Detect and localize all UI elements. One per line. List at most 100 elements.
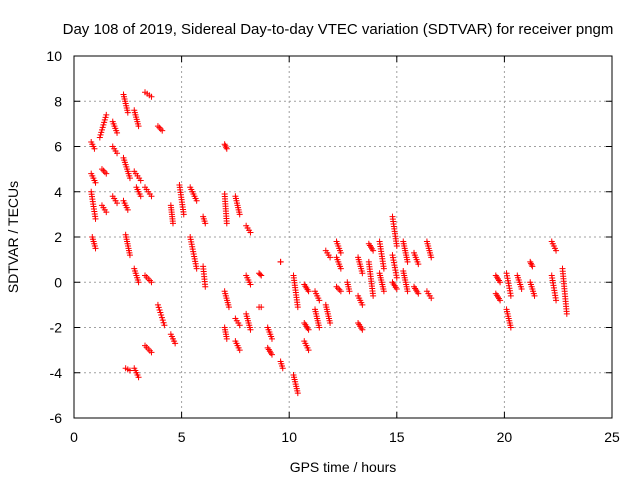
data-point xyxy=(158,314,165,321)
x-tick-label: 5 xyxy=(178,429,186,445)
data-point xyxy=(337,288,344,295)
data-point xyxy=(223,145,230,152)
y-axis-label: SDTVAR / TECUs xyxy=(5,181,21,293)
data-point xyxy=(99,124,106,131)
data-point xyxy=(316,324,323,331)
data-point xyxy=(415,261,422,268)
x-tick-label: 25 xyxy=(604,429,620,445)
data-point xyxy=(154,301,161,308)
data-point xyxy=(159,127,166,134)
data-point xyxy=(180,211,187,218)
data-point xyxy=(518,286,525,293)
data-point xyxy=(236,211,243,218)
data-point xyxy=(327,319,334,326)
data-point xyxy=(268,335,275,342)
data-point xyxy=(160,319,167,326)
data-point xyxy=(98,126,105,133)
data-point xyxy=(531,292,538,299)
data-point xyxy=(258,304,265,311)
data-point xyxy=(126,175,133,182)
data-point xyxy=(135,279,142,286)
data-point xyxy=(316,297,323,304)
data-point xyxy=(148,349,155,356)
chart-title: Day 108 of 2019, Sidereal Day-to-day VTE… xyxy=(63,21,614,38)
data-point xyxy=(124,206,131,213)
data-point xyxy=(529,263,536,270)
data-point xyxy=(124,109,131,116)
data-point xyxy=(193,197,200,204)
data-point xyxy=(337,249,344,256)
data-point xyxy=(101,119,108,126)
axis-ticks: 0 5 10 15 20 25 -6 -4 -2 0 2 4 6 8 10 xyxy=(46,48,620,445)
y-tick-label: 6 xyxy=(54,139,62,155)
data-point xyxy=(393,286,400,293)
y-tick-label: -2 xyxy=(50,320,63,336)
data-point xyxy=(135,123,142,130)
data-point xyxy=(225,304,232,311)
data-point xyxy=(126,367,133,374)
data-point xyxy=(258,272,265,279)
data-point xyxy=(102,114,109,121)
data-point xyxy=(137,177,144,184)
x-axis-label: GPS time / hours xyxy=(290,459,397,475)
data-point xyxy=(404,288,411,295)
grid-lines xyxy=(74,56,612,418)
data-point xyxy=(114,129,121,136)
data-point xyxy=(497,279,504,286)
data-point xyxy=(148,93,155,100)
data-point xyxy=(359,270,366,277)
y-tick-label: -4 xyxy=(50,365,63,381)
data-point xyxy=(428,295,435,302)
data-point xyxy=(268,351,275,358)
data-point xyxy=(158,312,165,319)
data-point xyxy=(277,258,284,265)
data-point xyxy=(161,322,168,329)
y-tick-label: 0 xyxy=(54,274,62,290)
data-point xyxy=(507,324,514,331)
data-point xyxy=(294,304,301,311)
data-point xyxy=(202,220,209,227)
y-tick-label: -6 xyxy=(50,410,63,426)
data-point xyxy=(236,347,243,354)
data-point xyxy=(169,220,176,227)
data-point xyxy=(380,288,387,295)
data-point xyxy=(393,243,400,250)
data-point xyxy=(359,326,366,333)
data-point xyxy=(114,200,121,207)
data-point xyxy=(370,247,377,254)
data-point xyxy=(247,229,254,236)
x-tick-label: 20 xyxy=(497,429,513,445)
data-point xyxy=(305,326,312,333)
data-point xyxy=(159,317,166,324)
x-tick-label: 10 xyxy=(281,429,297,445)
data-point xyxy=(126,252,133,259)
data-point xyxy=(563,310,570,317)
data-point xyxy=(114,150,121,157)
data-point xyxy=(103,170,110,177)
data-point xyxy=(279,365,286,372)
data-point xyxy=(148,279,155,286)
data-point xyxy=(370,292,377,299)
plot-frame xyxy=(73,55,613,419)
x-tick-label: 0 xyxy=(70,429,78,445)
data-point xyxy=(137,193,144,200)
data-point xyxy=(359,301,366,308)
data-point xyxy=(96,134,103,141)
data-point xyxy=(428,254,435,261)
data-point xyxy=(346,288,353,295)
data-point xyxy=(507,292,514,299)
data-point xyxy=(92,179,99,186)
data-point xyxy=(92,215,99,222)
data-point xyxy=(157,309,164,316)
data-point xyxy=(337,265,344,272)
x-tick-label: 15 xyxy=(389,429,405,445)
y-tick-label: 10 xyxy=(46,48,62,64)
y-tick-label: 4 xyxy=(54,184,62,200)
data-point xyxy=(97,131,104,138)
data-point xyxy=(553,297,560,304)
data-point xyxy=(148,193,155,200)
data-point xyxy=(380,265,387,272)
y-tick-label: 2 xyxy=(54,229,62,245)
data-points xyxy=(88,89,570,397)
